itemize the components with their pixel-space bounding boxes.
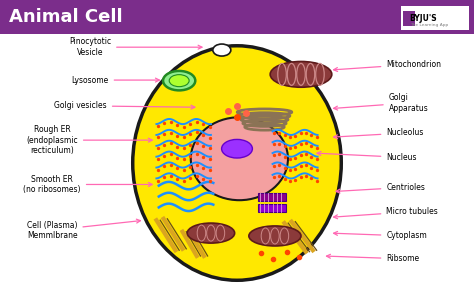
FancyBboxPatch shape [401, 6, 469, 30]
FancyBboxPatch shape [403, 11, 415, 26]
Ellipse shape [169, 75, 189, 87]
Text: Mitochondrion: Mitochondrion [334, 60, 441, 72]
Ellipse shape [221, 140, 252, 158]
Text: Golgi
Apparatus: Golgi Apparatus [334, 93, 428, 113]
FancyBboxPatch shape [0, 0, 474, 34]
Ellipse shape [270, 61, 332, 87]
Text: Smooth ER
(no ribosomes): Smooth ER (no ribosomes) [23, 175, 152, 194]
Text: Golgi vesicles: Golgi vesicles [54, 101, 195, 110]
Ellipse shape [191, 117, 288, 200]
Text: Micro tubules: Micro tubules [334, 207, 438, 219]
Text: Lysosome: Lysosome [72, 76, 159, 85]
Text: Pinocytotic
Vesicle: Pinocytotic Vesicle [69, 37, 202, 57]
Ellipse shape [249, 226, 301, 246]
Text: Nucleolus: Nucleolus [334, 128, 424, 139]
Ellipse shape [213, 44, 231, 56]
Text: Centrioles: Centrioles [336, 183, 425, 193]
Ellipse shape [133, 46, 341, 280]
Text: Cell (Plasma)
Memmlbrane: Cell (Plasma) Memmlbrane [27, 219, 140, 240]
Text: Nucleus: Nucleus [317, 152, 417, 162]
Text: Rough ER
(endoplasmic
recticulum): Rough ER (endoplasmic recticulum) [27, 125, 152, 155]
Text: The Learning App: The Learning App [410, 23, 448, 27]
Text: BYJU'S: BYJU'S [410, 14, 437, 23]
FancyBboxPatch shape [258, 204, 286, 212]
FancyBboxPatch shape [258, 193, 286, 201]
Ellipse shape [187, 223, 235, 243]
Text: Cytoplasm: Cytoplasm [334, 231, 427, 241]
Ellipse shape [163, 71, 195, 90]
Text: Animal Cell: Animal Cell [9, 8, 123, 26]
Text: Ribsome: Ribsome [327, 254, 419, 263]
